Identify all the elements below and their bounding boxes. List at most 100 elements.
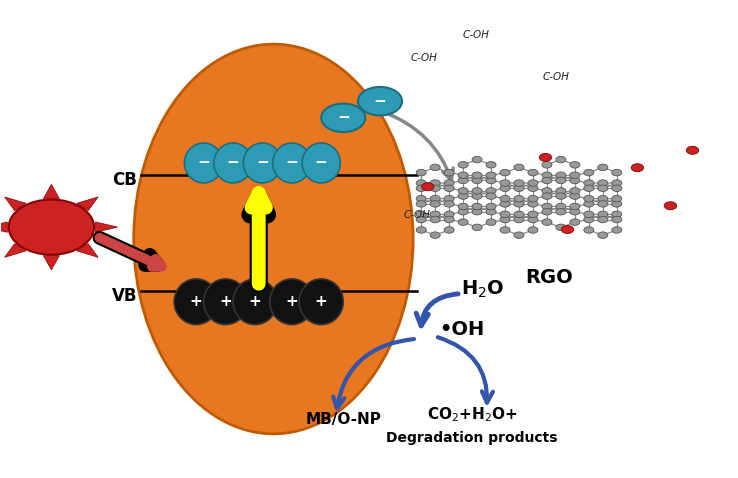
Circle shape bbox=[598, 196, 608, 202]
Circle shape bbox=[686, 146, 699, 154]
Text: +: + bbox=[249, 294, 261, 309]
Ellipse shape bbox=[302, 143, 340, 183]
Circle shape bbox=[421, 183, 434, 191]
Circle shape bbox=[612, 169, 622, 176]
Circle shape bbox=[486, 203, 496, 210]
Circle shape bbox=[486, 219, 496, 226]
Circle shape bbox=[458, 208, 468, 215]
Text: −: − bbox=[315, 155, 328, 171]
Text: +: + bbox=[286, 294, 298, 309]
Circle shape bbox=[486, 162, 496, 168]
Circle shape bbox=[570, 193, 580, 199]
Circle shape bbox=[444, 201, 454, 207]
Circle shape bbox=[664, 202, 677, 210]
Circle shape bbox=[472, 156, 482, 163]
Ellipse shape bbox=[270, 279, 314, 325]
Circle shape bbox=[570, 172, 580, 178]
Circle shape bbox=[444, 185, 454, 192]
Circle shape bbox=[500, 196, 510, 202]
Text: H$_2$O: H$_2$O bbox=[461, 278, 504, 300]
Text: CB: CB bbox=[112, 171, 137, 189]
Circle shape bbox=[528, 216, 538, 223]
Circle shape bbox=[584, 185, 594, 192]
Ellipse shape bbox=[233, 279, 277, 325]
Ellipse shape bbox=[244, 143, 281, 183]
Circle shape bbox=[584, 227, 594, 233]
Circle shape bbox=[458, 219, 468, 226]
Circle shape bbox=[9, 199, 94, 255]
Circle shape bbox=[486, 172, 496, 178]
Circle shape bbox=[416, 196, 427, 202]
Circle shape bbox=[430, 196, 440, 202]
Circle shape bbox=[556, 187, 566, 194]
Text: +: + bbox=[315, 294, 328, 309]
Circle shape bbox=[472, 177, 482, 184]
Circle shape bbox=[570, 187, 580, 194]
Text: CO$_2$+H$_2$O+: CO$_2$+H$_2$O+ bbox=[427, 405, 517, 424]
Circle shape bbox=[584, 180, 594, 186]
Polygon shape bbox=[44, 185, 59, 199]
Circle shape bbox=[612, 227, 622, 233]
Polygon shape bbox=[77, 197, 98, 211]
Circle shape bbox=[458, 193, 468, 199]
Circle shape bbox=[416, 201, 427, 207]
Text: •OH: •OH bbox=[439, 320, 484, 339]
Circle shape bbox=[598, 232, 608, 239]
Circle shape bbox=[416, 227, 427, 233]
Circle shape bbox=[500, 211, 510, 217]
Circle shape bbox=[430, 201, 440, 207]
Circle shape bbox=[472, 203, 482, 210]
Circle shape bbox=[486, 187, 496, 194]
Circle shape bbox=[416, 211, 427, 217]
Circle shape bbox=[556, 177, 566, 184]
Circle shape bbox=[500, 180, 510, 186]
Text: C-OH: C-OH bbox=[411, 54, 438, 64]
Circle shape bbox=[514, 211, 524, 217]
Circle shape bbox=[612, 196, 622, 202]
Circle shape bbox=[542, 208, 552, 215]
Polygon shape bbox=[44, 256, 59, 270]
Circle shape bbox=[358, 87, 402, 116]
Circle shape bbox=[444, 180, 454, 186]
Polygon shape bbox=[4, 244, 26, 257]
Circle shape bbox=[514, 216, 524, 223]
Text: VB: VB bbox=[112, 287, 137, 305]
Circle shape bbox=[542, 219, 552, 226]
Circle shape bbox=[584, 216, 594, 223]
Circle shape bbox=[444, 196, 454, 202]
Circle shape bbox=[514, 232, 524, 239]
Circle shape bbox=[584, 196, 594, 202]
Circle shape bbox=[458, 177, 468, 184]
Circle shape bbox=[556, 156, 566, 163]
Circle shape bbox=[542, 187, 552, 194]
Circle shape bbox=[514, 180, 524, 186]
Ellipse shape bbox=[204, 279, 248, 325]
Circle shape bbox=[500, 227, 510, 233]
Circle shape bbox=[430, 180, 440, 186]
Ellipse shape bbox=[134, 44, 413, 434]
Circle shape bbox=[444, 169, 454, 176]
Circle shape bbox=[570, 177, 580, 184]
Circle shape bbox=[556, 203, 566, 210]
Circle shape bbox=[542, 177, 552, 184]
Circle shape bbox=[556, 208, 566, 215]
Circle shape bbox=[514, 201, 524, 207]
Circle shape bbox=[528, 185, 538, 192]
Circle shape bbox=[528, 180, 538, 186]
Ellipse shape bbox=[174, 279, 218, 325]
Circle shape bbox=[570, 208, 580, 215]
Text: MB/O-NP: MB/O-NP bbox=[306, 412, 382, 427]
Polygon shape bbox=[0, 222, 7, 232]
Text: −: − bbox=[337, 110, 350, 125]
Circle shape bbox=[570, 219, 580, 226]
Circle shape bbox=[542, 172, 552, 178]
Circle shape bbox=[612, 216, 622, 223]
Circle shape bbox=[562, 226, 573, 233]
Circle shape bbox=[598, 216, 608, 223]
Circle shape bbox=[321, 104, 365, 132]
Circle shape bbox=[584, 211, 594, 217]
Circle shape bbox=[416, 180, 427, 186]
Text: −: − bbox=[256, 155, 269, 171]
Text: −: − bbox=[197, 155, 210, 171]
Circle shape bbox=[612, 185, 622, 192]
